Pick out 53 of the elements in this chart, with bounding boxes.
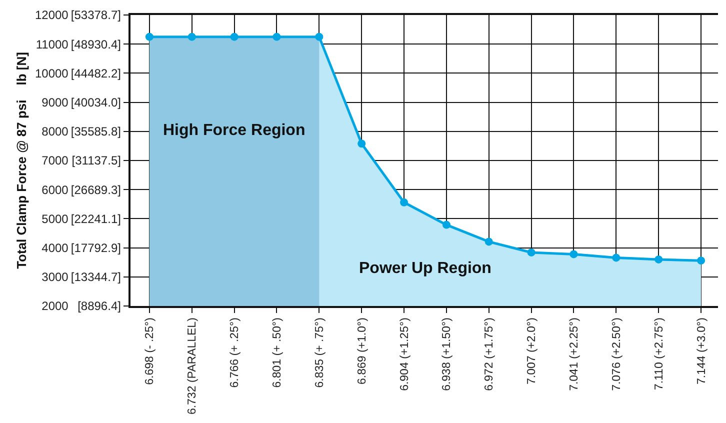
y-tick-label: 9000 bbox=[42, 96, 69, 110]
x-tick-label: 7.144 (+3.0°) bbox=[696, 317, 708, 385]
point bbox=[145, 32, 154, 41]
x-tick-label: 6.938 (+1.50°) bbox=[441, 317, 454, 391]
point bbox=[400, 198, 408, 206]
x-tick-label: 6.766 (+ .25°) bbox=[229, 317, 242, 388]
y-tick-label: 12000 bbox=[34, 8, 69, 22]
x-tick-label: 6.698 (- .25°) bbox=[144, 317, 156, 385]
x-tick-label: 6.869 (+1.0°) bbox=[356, 317, 368, 385]
y-tick-label: 11000 bbox=[36, 37, 69, 52]
x-tick-label: 7.007 (+2.0°) bbox=[526, 317, 538, 385]
y-tick-label: 6000 bbox=[42, 182, 69, 197]
point bbox=[272, 32, 281, 41]
y2-tick-label: [22241.1] bbox=[70, 212, 121, 226]
point bbox=[230, 32, 238, 41]
x-tick-label: 7.110 (+2.75°) bbox=[653, 317, 666, 390]
y2-tick-label: [26689.3] bbox=[70, 182, 121, 197]
y2-tick-label: [53378.7] bbox=[70, 8, 121, 22]
point bbox=[527, 248, 536, 256]
series-label: High Force Region bbox=[163, 122, 306, 139]
y2-tick-label: [17792.9] bbox=[70, 241, 121, 255]
y-tick-label: 8000 bbox=[42, 124, 69, 139]
x-tick-label: 7.041 (+2.25°) bbox=[568, 317, 580, 391]
y-tick-label: 3000 bbox=[42, 270, 69, 284]
point bbox=[442, 220, 450, 229]
point bbox=[358, 140, 366, 148]
y2-tick-label: [35585.8] bbox=[70, 124, 121, 139]
x-tick-label: 6.732 (PARALLEL) bbox=[186, 317, 199, 415]
y2-tick-label: [48930.4] bbox=[70, 37, 121, 52]
y-tick-label: 7000 bbox=[42, 154, 69, 168]
x-tick-label: 7.076 (+2.50°) bbox=[610, 317, 623, 391]
y2-tick-label: [13344.7] bbox=[70, 270, 121, 284]
point bbox=[484, 238, 493, 246]
x-tick-label: 6.801 (+ .50°) bbox=[271, 317, 284, 388]
x-tick-label: 6.904 (+1.25°) bbox=[398, 317, 411, 391]
y-tick-label: 5000 bbox=[42, 212, 69, 226]
y2-tick-label: [44482.2] bbox=[70, 66, 121, 80]
y2-tick-label: [31137.5] bbox=[72, 154, 121, 168]
point bbox=[570, 250, 578, 258]
point bbox=[188, 32, 196, 41]
point bbox=[315, 32, 324, 41]
point bbox=[612, 254, 620, 262]
point bbox=[697, 256, 706, 265]
x-tick-label: 6.835 (+ .75°) bbox=[314, 317, 326, 388]
point bbox=[654, 255, 663, 264]
x-tick-label: 6.972 (+1.75°) bbox=[484, 317, 496, 391]
y-tick-label: 10000 bbox=[34, 66, 69, 80]
y-tick-label: 4000 bbox=[42, 241, 69, 255]
y-tick-label: 2000 bbox=[42, 299, 69, 314]
series-label: Power Up Region bbox=[359, 260, 492, 277]
y2-tick-label: [40034.0] bbox=[70, 96, 121, 110]
y-axis-title: Total Clamp Force @ 87 psi lb [N] bbox=[14, 52, 29, 269]
y2-tick-label: [8896.4] bbox=[78, 299, 121, 314]
